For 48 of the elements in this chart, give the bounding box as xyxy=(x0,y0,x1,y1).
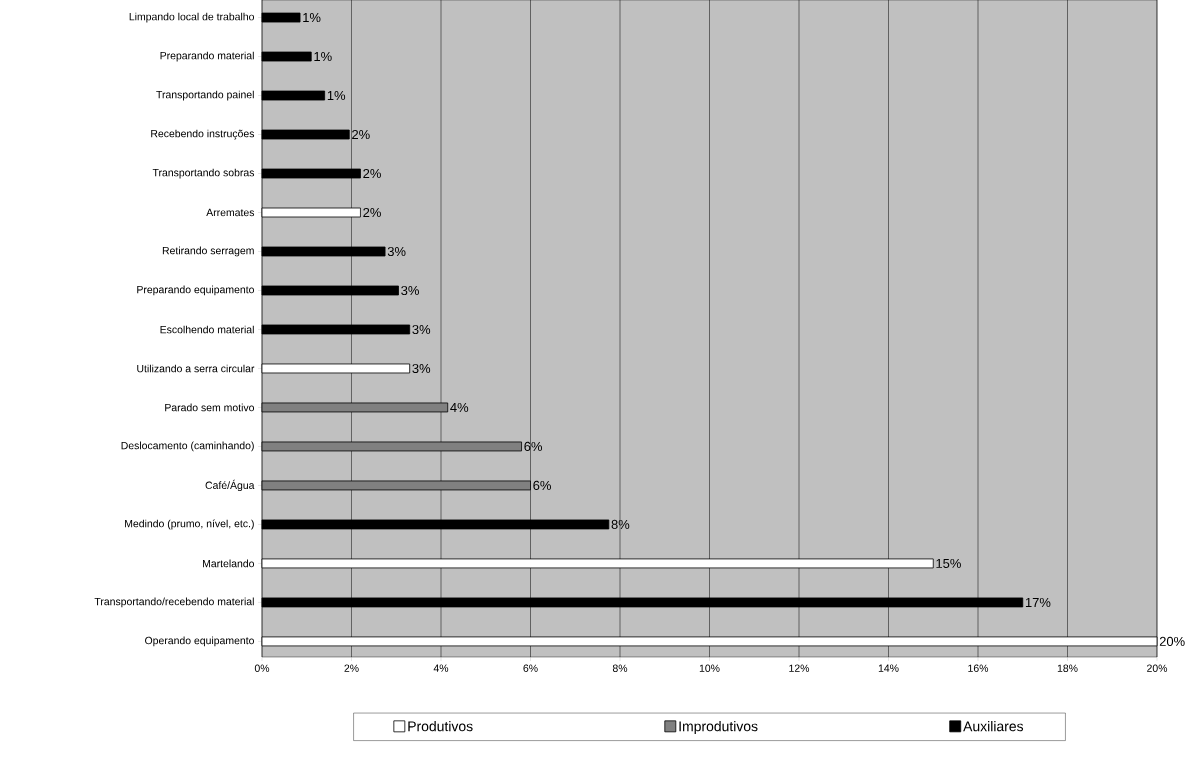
x-tick-label: 16% xyxy=(968,664,989,672)
y-tick-label: Preparando equipamento xyxy=(137,285,254,296)
data-label: 1% xyxy=(327,91,346,101)
y-tick-label: Medindo (prumo, nível, etc.) xyxy=(125,519,254,530)
x-tick-label: 10% xyxy=(699,664,720,672)
y-tick-label: Utilizando a serra circular xyxy=(137,364,255,373)
data-label: 17% xyxy=(1025,597,1051,607)
legend-label: Improdutivos xyxy=(679,721,758,735)
x-tick-label: 4% xyxy=(433,664,449,672)
data-label: 3% xyxy=(412,324,431,335)
data-label: 3% xyxy=(401,285,419,296)
data-label: 2% xyxy=(352,129,370,140)
y-tick-label: Recebendo instruções xyxy=(151,129,255,140)
x-tick-label: 12% xyxy=(789,664,810,672)
data-label: 4% xyxy=(450,402,469,412)
y-tick-label: Limpando local de trabalho xyxy=(129,12,254,23)
x-tick-label: 8% xyxy=(612,664,628,672)
legend-label: Produtivos xyxy=(408,721,473,732)
data-label: 3% xyxy=(387,246,406,257)
data-label: 8% xyxy=(611,519,630,530)
y-tick-label: Martelando xyxy=(203,559,255,568)
data-label: 3% xyxy=(412,363,431,374)
x-tick-label: 14% xyxy=(878,664,899,672)
y-tick-label: Escolhendo material xyxy=(160,325,254,334)
y-tick-label: Deslocamento (caminhando) xyxy=(121,441,254,452)
x-tick-label: 0% xyxy=(254,664,270,672)
y-tick-label: Parado sem motivo xyxy=(165,403,255,412)
data-label: 2% xyxy=(363,207,381,218)
y-tick-label: Preparando material xyxy=(160,51,254,62)
data-label: 6% xyxy=(533,480,551,491)
data-label: 2% xyxy=(363,168,381,179)
data-label: 6% xyxy=(524,441,543,452)
data-label: 20% xyxy=(1159,636,1185,646)
data-label: 1% xyxy=(303,13,321,23)
x-tick-label: 20% xyxy=(1147,664,1168,672)
y-tick-label: Transportando painel xyxy=(156,90,254,101)
y-tick-label: Transportando sobras xyxy=(152,168,255,179)
y-tick-label: Operando equipamento xyxy=(145,636,255,647)
data-label: 15% xyxy=(936,558,961,568)
legend-label: Auxiliares xyxy=(963,721,1024,732)
x-tick-label: 6% xyxy=(523,664,538,672)
y-tick-label: Café/Água xyxy=(205,479,255,492)
y-tick-label: Transportando/recebendo material xyxy=(94,597,254,608)
x-tick-label: 2% xyxy=(344,664,359,672)
data-label: 1% xyxy=(314,52,332,62)
x-tick-label: 18% xyxy=(1057,664,1078,672)
y-tick-label: Retirando serragem xyxy=(162,246,254,257)
y-tick-label: Arremates xyxy=(206,208,255,217)
